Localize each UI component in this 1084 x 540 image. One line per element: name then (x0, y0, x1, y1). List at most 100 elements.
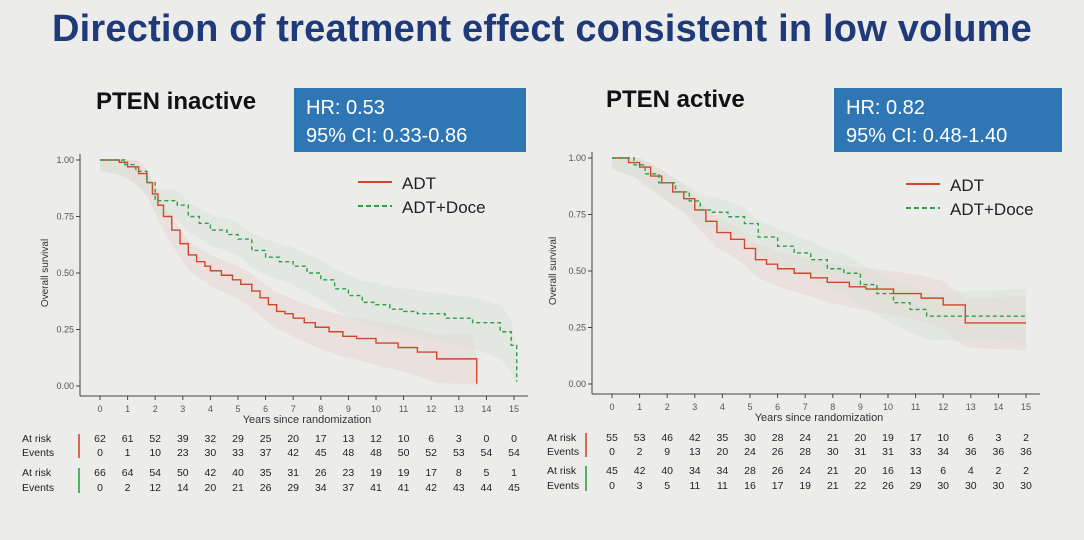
events-value: 2 (637, 446, 643, 458)
events-value: 1 (125, 447, 131, 459)
events-value: 42 (287, 447, 299, 459)
events-value: 43 (453, 482, 465, 494)
events-value: 0 (609, 480, 615, 492)
x-tick-label: 11 (399, 404, 408, 414)
events-value: 37 (343, 482, 355, 494)
x-tick-label: 0 (97, 404, 102, 414)
events-value: 30 (1020, 480, 1032, 492)
slide-title: Direction of treatment effect consistent… (52, 8, 1032, 50)
at-risk-value: 13 (343, 433, 355, 445)
y-tick-label: 1.00 (568, 153, 586, 163)
at-risk-value: 20 (855, 432, 867, 444)
legend-label-adt-doce: ADT+Doce (402, 198, 486, 217)
events-value: 42 (425, 482, 437, 494)
at-risk-value: 35 (260, 467, 272, 479)
events-value: 36 (965, 446, 977, 458)
panel-title-pten-active: PTEN active (606, 86, 745, 113)
events-value: 41 (370, 482, 382, 494)
at-risk-value: 66 (94, 467, 106, 479)
x-axis-label: Years since randomization (243, 414, 372, 426)
at-risk-value: 52 (149, 433, 161, 445)
panel-title-pten-inactive: PTEN inactive (96, 88, 257, 115)
events-value: 33 (232, 447, 244, 459)
events-value: 54 (508, 447, 520, 459)
events-value: 9 (664, 446, 670, 458)
at-risk-value: 50 (177, 467, 189, 479)
y-tick-label: 0.75 (568, 210, 586, 220)
events-value: 30 (827, 446, 839, 458)
events-value: 14 (177, 482, 189, 494)
events-value: 0 (97, 447, 103, 459)
y-axis-label: Overall survival (548, 237, 559, 305)
at-risk-value: 2 (1023, 465, 1029, 477)
events-value: 2 (125, 482, 131, 494)
x-tick-label: 8 (830, 402, 835, 412)
legend-label-adt: ADT (402, 174, 436, 193)
x-tick-label: 12 (938, 402, 948, 412)
at-risk-value: 26 (772, 465, 784, 477)
confidence-band-adt (100, 160, 477, 386)
at-risk-value: 0 (511, 433, 517, 445)
events-value: 20 (717, 446, 729, 458)
at-risk-value: 24 (799, 432, 811, 444)
hazard-ratio-box-inactive: HR: 0.53 95% CI: 0.33-0.86 (294, 88, 526, 152)
events-value: 26 (772, 446, 784, 458)
events-value: 24 (744, 446, 756, 458)
x-tick-label: 12 (426, 404, 436, 414)
at-risk-value: 42 (205, 467, 217, 479)
x-tick-label: 10 (371, 404, 381, 414)
events-value: 5 (664, 480, 670, 492)
y-tick-label: 0.25 (56, 325, 74, 335)
y-tick-label: 0.50 (568, 266, 586, 276)
at-risk-value: 61 (122, 433, 134, 445)
events-value: 16 (744, 480, 756, 492)
y-tick-label: 0.00 (56, 381, 74, 391)
x-tick-label: 6 (775, 402, 780, 412)
at-risk-value: 40 (661, 465, 673, 477)
events-value: 48 (343, 447, 355, 459)
hazard-ratio-value: HR: 0.53 (306, 97, 385, 119)
x-tick-label: 4 (720, 402, 725, 412)
at-risk-value: 45 (606, 465, 618, 477)
events-value: 29 (287, 482, 299, 494)
at-risk-value: 6 (968, 432, 974, 444)
x-tick-label: 3 (692, 402, 697, 412)
events-value: 0 (609, 446, 615, 458)
events-value: 13 (689, 446, 701, 458)
at-risk-value: 3 (456, 433, 462, 445)
risk-table-label-events: Events (22, 447, 54, 459)
events-value: 36 (1020, 446, 1032, 458)
events-value: 45 (315, 447, 327, 459)
at-risk-value: 55 (606, 432, 618, 444)
events-value: 19 (799, 480, 811, 492)
y-tick-label: 0.25 (568, 323, 586, 333)
at-risk-value: 10 (398, 433, 410, 445)
at-risk-value: 21 (827, 465, 839, 477)
events-value: 3 (637, 480, 643, 492)
at-risk-value: 10 (937, 432, 949, 444)
at-risk-value: 21 (827, 432, 839, 444)
at-risk-value: 17 (315, 433, 327, 445)
x-tick-label: 14 (481, 404, 491, 414)
at-risk-value: 5 (483, 467, 489, 479)
x-tick-label: 9 (858, 402, 863, 412)
x-tick-label: 5 (235, 404, 240, 414)
x-tick-label: 15 (1021, 402, 1031, 412)
events-value: 41 (398, 482, 410, 494)
events-value: 22 (855, 480, 867, 492)
at-risk-value: 12 (370, 433, 382, 445)
risk-table-label-events: Events (547, 446, 579, 458)
events-value: 45 (508, 482, 520, 494)
events-value: 52 (425, 447, 437, 459)
risk-table-label-at-risk: At risk (547, 465, 577, 477)
confidence-band-adt-doce (612, 158, 1026, 344)
at-risk-value: 3 (995, 432, 1001, 444)
events-value: 21 (827, 480, 839, 492)
x-tick-label: 1 (637, 402, 642, 412)
events-value: 36 (993, 446, 1005, 458)
events-value: 44 (481, 482, 493, 494)
risk-table-label-at-risk: At risk (547, 432, 577, 444)
x-tick-label: 13 (966, 402, 976, 412)
at-risk-value: 62 (94, 433, 106, 445)
x-tick-label: 2 (665, 402, 670, 412)
